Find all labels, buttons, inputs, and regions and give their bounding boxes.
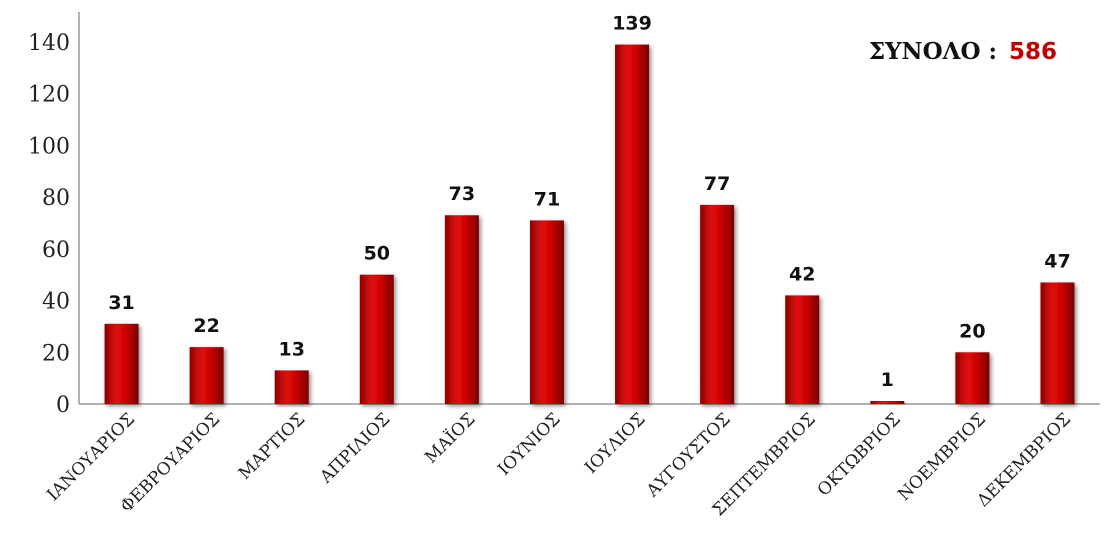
axes [78,12,1100,405]
bars [104,44,1075,404]
bar [615,44,650,404]
bar-value-label: 22 [193,315,219,337]
bar [870,401,905,404]
bar-value-label: 42 [789,263,815,285]
bar [700,204,735,404]
y-tick-label: 80 [42,186,70,211]
bar-value-label: 50 [364,243,390,265]
x-tick-label: ΜΑΪΟΣ [420,409,479,468]
bar [1040,282,1075,404]
bar-value-label: 77 [704,173,730,195]
y-tick-label: 100 [28,134,70,159]
bar [444,215,479,404]
x-tick-label: ΙΑΝΟΥΑΡΙΟΣ [43,409,139,505]
bar-value-label: 71 [534,188,560,210]
x-tick-label: ΝΟΕΜΒΡΙΟΣ [894,409,990,505]
total-value: 586 [1009,39,1057,65]
data-labels: 31 22 13 50 73 71 139 77 42 1 20 47 [108,13,1070,391]
total-annotation: ΣΥΝΟΛΟ : 586 [869,38,1057,65]
total-label: ΣΥΝΟΛΟ : [869,38,997,65]
y-tick-label: 60 [42,238,70,263]
bar [274,370,309,404]
bar-value-label: 20 [959,320,985,342]
x-tick-label: ΙΟΥΝΙΟΣ [494,409,564,479]
bar [104,323,139,404]
x-tick-label: ΑΥΓΟΥΣΤΟΣ [642,409,734,501]
y-axis-ticks: 0 20 40 60 80 100 120 140 [28,31,70,418]
y-tick-label: 20 [42,341,70,366]
bar-value-label: 13 [278,338,304,360]
bar [189,347,224,404]
bar [359,274,394,404]
bar-value-label: 1 [881,369,894,391]
bar-value-label: 31 [108,292,134,314]
y-tick-label: 40 [42,290,70,315]
bar-value-label: 47 [1044,250,1070,272]
x-tick-label: ΑΠΡΙΛΙΟΣ [316,409,395,488]
bar-value-label: 73 [449,183,475,205]
bar [785,295,820,404]
bar-value-label: 139 [612,13,652,35]
y-tick-label: 0 [56,393,70,418]
x-tick-label: ΜΑΡΤΙΟΣ [235,409,309,483]
bar [529,220,564,404]
y-tick-label: 140 [28,31,70,56]
x-tick-label: ΟΚΤΩΒΡΙΟΣ [814,409,905,500]
x-tick-label: ΙΟΥΛΙΟΣ [581,409,649,477]
y-tick-label: 120 [28,83,70,108]
bar [955,352,990,404]
